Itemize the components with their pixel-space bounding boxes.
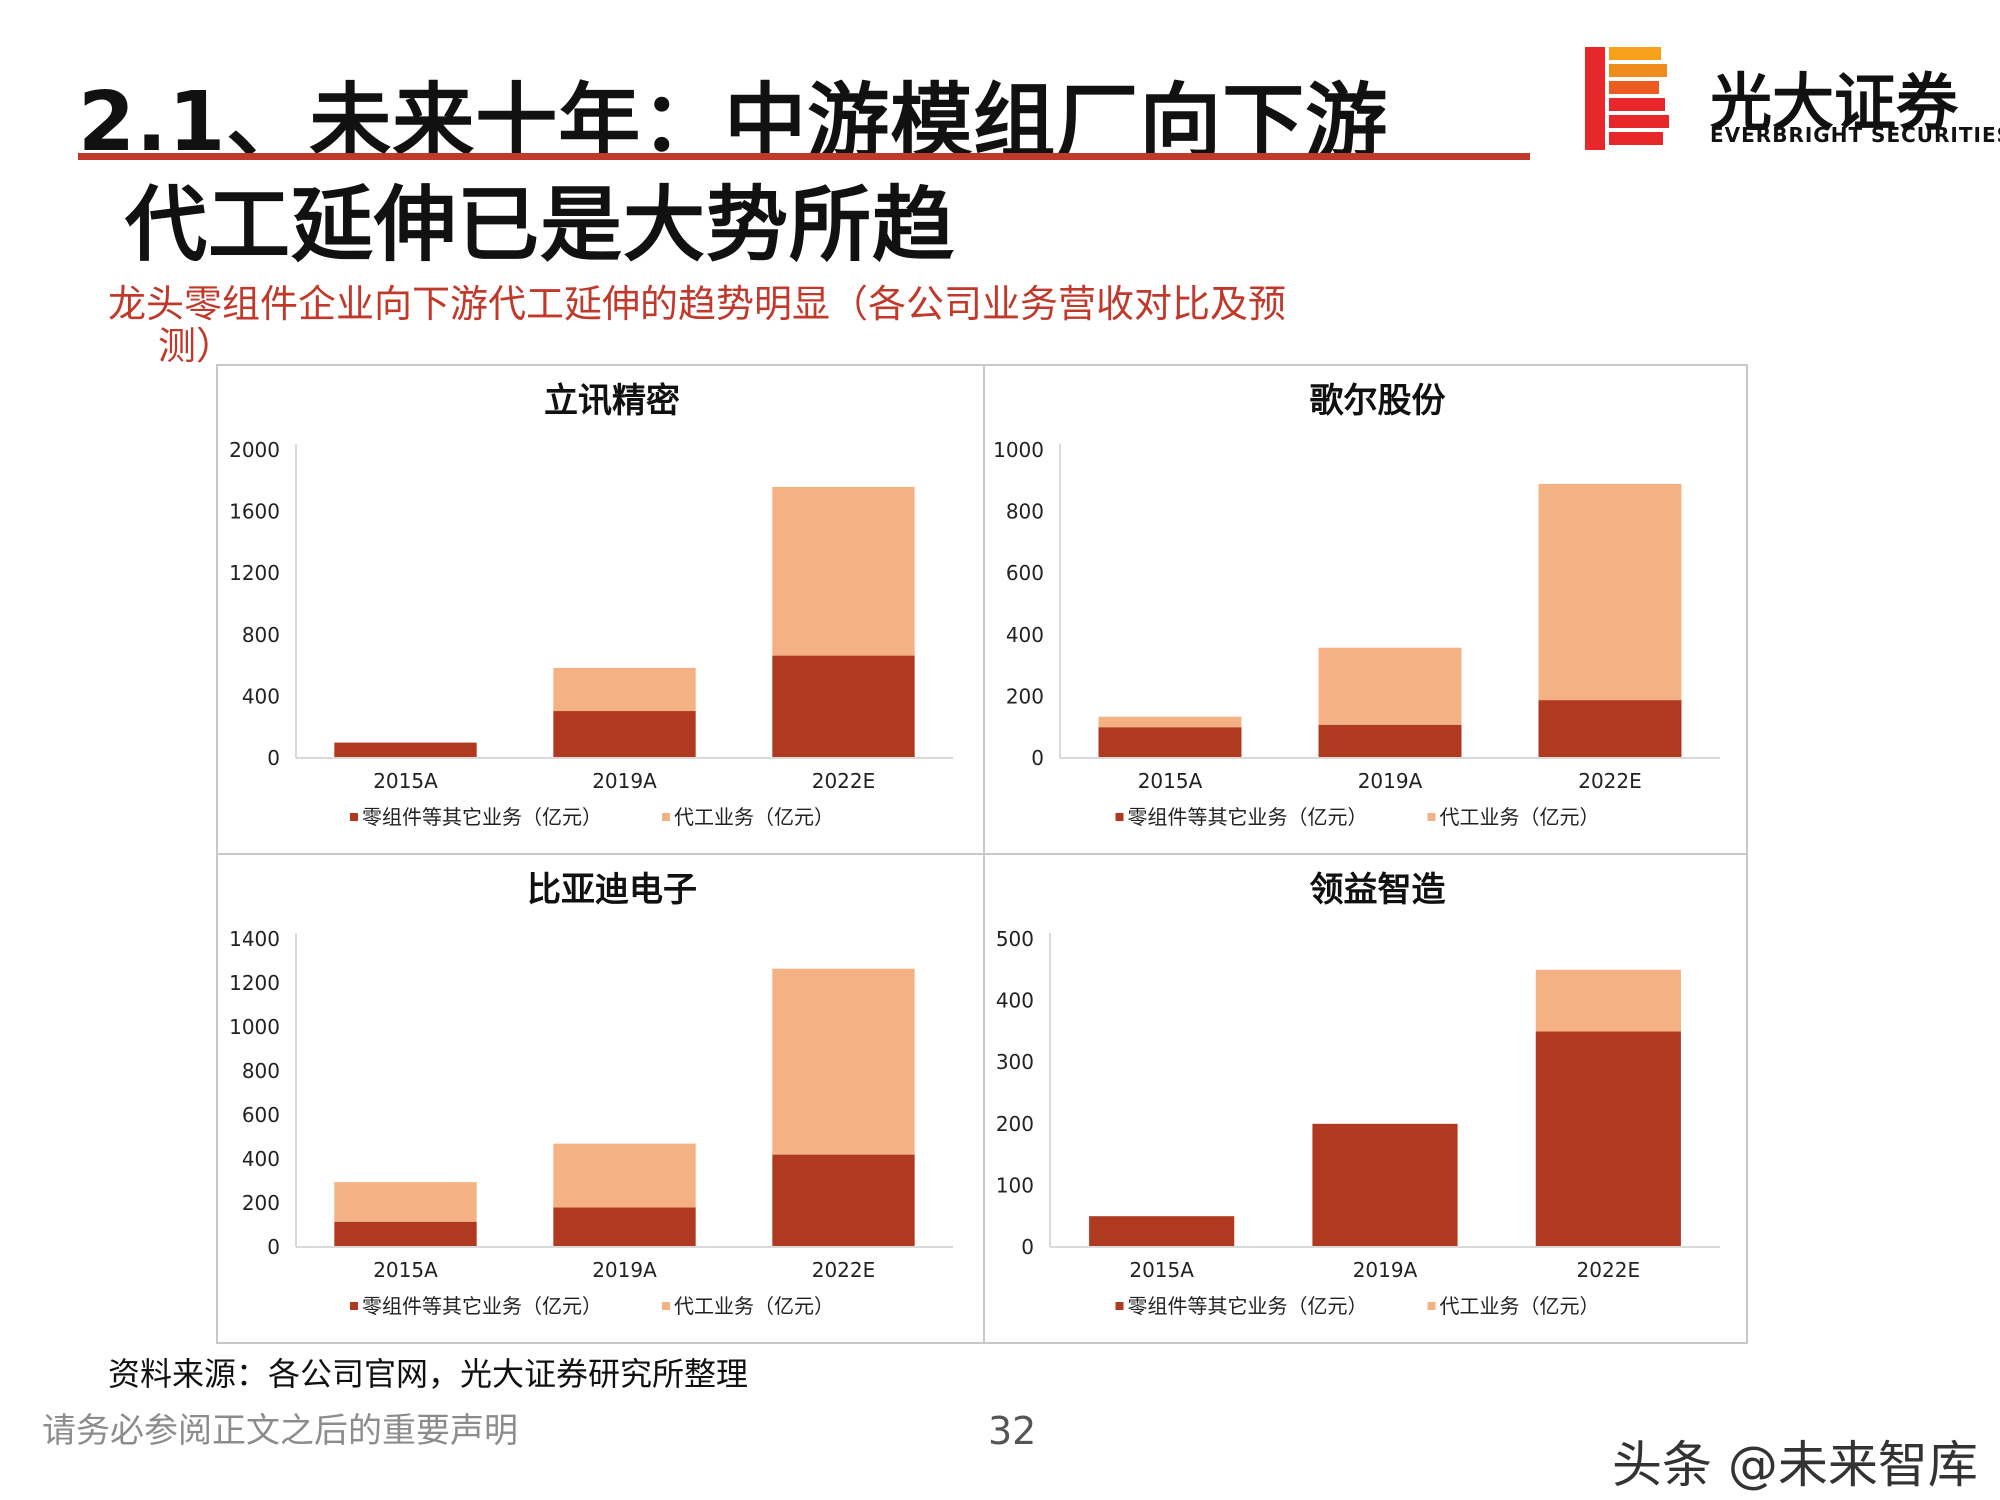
disclaimer-text: 请务必参阅正文之后的重要声明 (42, 1411, 518, 1451)
x-tick-label: 2022E (1578, 769, 1642, 793)
y-tick-label: 1000 (229, 1015, 280, 1039)
chart-title: 领益智造 (1310, 870, 1446, 910)
y-tick-label: 800 (1006, 500, 1044, 524)
chart-grid-divider-horizontal (216, 853, 1748, 855)
legend-label-series1: 零组件等其它业务（亿元） (1128, 1294, 1368, 1318)
bar-segment-2022E-series2 (1538, 483, 1682, 701)
chart-title: 比亚迪电子 (527, 870, 697, 910)
bar-segment-2019A-series2 (1318, 647, 1462, 725)
bar-segment-2022E-series2 (772, 486, 915, 656)
legend-swatch-series2 (662, 1302, 670, 1310)
legend-label-series1: 零组件等其它业务（亿元） (362, 805, 602, 829)
bar-segment-2015A-series1 (1089, 1216, 1235, 1247)
title-underline (78, 153, 1530, 160)
bar-segment-2022E-series1 (772, 655, 915, 758)
watermark-text: 头条 @未来智库 (1612, 1436, 1978, 1494)
y-tick-label: 200 (242, 1191, 280, 1215)
bar-segment-2022E-series2 (772, 968, 915, 1155)
legend-label-series1: 零组件等其它业务（亿元） (1128, 805, 1368, 829)
brand-name-en: EVERBRIGHT SECURITIES (1710, 123, 2000, 147)
bar-segment-2019A-series1 (1312, 1123, 1458, 1247)
y-tick-label: 800 (242, 1059, 280, 1083)
x-tick-label: 2019A (1358, 769, 1423, 793)
chart-goertek: 歌尔股份 0 200 400 600 800 1000 2015A 2019A 2022E 零组件等… (993, 381, 1720, 829)
bar-segment-2019A-series1 (1318, 724, 1462, 758)
x-tick-label: 2022E (812, 1258, 876, 1282)
chart-lingyi: 领益智造 0 100 200 300 400 500 2015A 2019A 2022E 零组件等其… (996, 870, 1720, 1318)
y-tick-label: 2000 (229, 438, 280, 462)
legend-swatch-series2 (662, 813, 670, 821)
bar-segment-2019A-series2 (553, 667, 696, 712)
bar-segment-2022E-series1 (1535, 1031, 1681, 1247)
y-tick-label: 1600 (229, 500, 280, 524)
legend-label-series2: 代工业务（亿元） (1440, 805, 1600, 829)
page-number: 32 (988, 1409, 1037, 1453)
brand-name-cn: 光大证券 (1710, 66, 1959, 139)
legend-swatch-series1 (350, 813, 358, 821)
everbright-logo-icon (1585, 47, 1669, 150)
bar-segment-2015A-series1 (334, 1221, 477, 1247)
y-tick-label: 0 (267, 746, 280, 770)
y-tick-label: 0 (267, 1235, 280, 1259)
legend-swatch-series1 (350, 1302, 358, 1310)
y-tick-label: 0 (1031, 746, 1044, 770)
page-title-line2: 代工延伸已是大势所趋 (125, 178, 956, 273)
chart-caption-line2: 测） (158, 324, 235, 368)
bar-segment-2015A-series1 (1098, 727, 1242, 758)
chart-title: 歌尔股份 (1310, 381, 1446, 421)
x-tick-label: 2019A (592, 1258, 657, 1282)
y-tick-label: 0 (1021, 1235, 1034, 1259)
y-tick-label: 600 (1006, 561, 1044, 585)
legend-swatch-series1 (1115, 813, 1124, 821)
y-tick-label: 400 (242, 684, 280, 708)
y-tick-label: 1200 (229, 561, 280, 585)
bar-segment-2019A-series2 (553, 1143, 696, 1208)
chart-byd-electronic: 比亚迪电子 0 200 400 600 800 1000 1200 1400 2015A 2019A… (229, 870, 953, 1318)
legend-swatch-series2 (1427, 813, 1436, 821)
bar-segment-2022E-series1 (772, 1154, 915, 1247)
y-tick-label: 1000 (993, 438, 1044, 462)
x-tick-label: 2015A (1129, 1258, 1194, 1282)
x-tick-label: 2022E (812, 769, 876, 793)
bar-segment-2015A-series2 (1098, 716, 1242, 728)
legend-swatch-series1 (1115, 1302, 1124, 1310)
y-tick-label: 500 (996, 927, 1034, 951)
bar-segment-2022E-series2 (1535, 969, 1681, 1032)
y-tick-label: 400 (1006, 623, 1044, 647)
y-tick-label: 400 (996, 989, 1034, 1013)
bar-segment-2019A-series1 (553, 711, 696, 758)
x-tick-label: 2015A (373, 769, 438, 793)
y-tick-label: 1200 (229, 971, 280, 995)
y-tick-label: 100 (996, 1173, 1034, 1197)
y-tick-label: 600 (242, 1103, 280, 1127)
chart-caption: 龙头零组件企业向下游代工延伸的趋势明显（各公司业务营收对比及预 测） (108, 283, 1368, 367)
y-tick-label: 300 (996, 1050, 1034, 1074)
bar-segment-2015A-series2 (334, 1182, 477, 1222)
chart-luxshare: 立讯精密 0 400 800 1200 1600 2000 2015A 2019A 2022E 零组… (229, 381, 953, 829)
x-tick-label: 2019A (1353, 1258, 1418, 1282)
legend-label-series2: 代工业务（亿元） (1440, 1294, 1600, 1318)
bar-segment-2015A-series1 (334, 742, 477, 758)
bar-segment-2022E-series1 (1538, 700, 1682, 758)
chart-title: 立讯精密 (544, 381, 680, 421)
data-source-note: 资料来源：各公司官网，光大证券研究所整理 (108, 1355, 749, 1393)
legend-label-series1: 零组件等其它业务（亿元） (362, 1294, 602, 1318)
y-tick-label: 200 (996, 1112, 1034, 1136)
y-tick-label: 400 (242, 1147, 280, 1171)
y-tick-label: 1400 (229, 927, 280, 951)
x-tick-label: 2022E (1577, 1258, 1641, 1282)
y-tick-label: 200 (1006, 684, 1044, 708)
legend-swatch-series2 (1427, 1302, 1436, 1310)
x-tick-label: 2015A (373, 1258, 438, 1282)
y-tick-label: 800 (242, 623, 280, 647)
legend-label-series2: 代工业务（亿元） (674, 805, 834, 829)
x-tick-label: 2019A (592, 769, 657, 793)
bar-segment-2019A-series1 (553, 1207, 696, 1247)
chart-caption-line1: 龙头零组件企业向下游代工延伸的趋势明显（各公司业务营收对比及预 (108, 282, 1287, 326)
x-tick-label: 2015A (1138, 769, 1203, 793)
legend-label-series2: 代工业务（亿元） (674, 1294, 834, 1318)
